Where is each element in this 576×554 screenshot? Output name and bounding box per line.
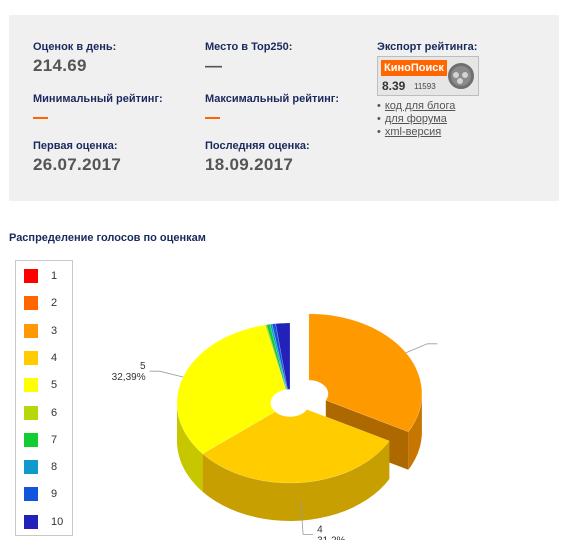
stat-max-rating-label: Максимальный рейтинг: — [205, 93, 340, 105]
pie-label-name-5: 5 — [140, 361, 146, 372]
pie-labels: 332,88%431,2%532,39% — [112, 343, 438, 540]
forum-code-link[interactable]: для форума — [384, 113, 447, 125]
legend-label-5: 5 — [51, 379, 58, 392]
xml-version-link[interactable]: xml-версия — [384, 126, 442, 138]
stat-top250-label: Место в Top250: — [205, 41, 293, 53]
legend-label-3: 3 — [51, 324, 58, 337]
legend-swatch-8 — [24, 460, 38, 475]
pie-slice-3 — [308, 313, 423, 433]
legend-swatch-5 — [24, 378, 38, 393]
kinopoisk-rating-value: 8.39 — [382, 79, 406, 93]
kinopoisk-rating-badge[interactable]: КиноПоиск 8.39 11593 — [377, 56, 479, 96]
pie-label-pct-4: 31,2% — [317, 535, 345, 540]
vote-distribution-title: Распределение голосов по оценкам — [9, 232, 206, 244]
export-link-item: • xml-версия — [377, 126, 442, 138]
stat-min-rating-label: Минимальный рейтинг: — [33, 93, 163, 105]
stat-min-rating: Минимальный рейтинг: — — [33, 93, 163, 119]
export-link-item: • для форума — [377, 113, 447, 125]
pie-wall-4 — [202, 441, 390, 521]
stat-last-vote: Последняя оценка: 18.09.2017 — [205, 140, 310, 175]
stat-top250: Место в Top250: — — [205, 41, 292, 76]
stat-votes-per-day-value: 214.69 — [33, 56, 87, 75]
rating-stats-panel: Оценок в день: 214.69 Место в Top250: — … — [9, 15, 559, 201]
stat-export-label: Экспорт рейтинга: — [377, 41, 478, 53]
legend-label-6: 6 — [51, 406, 58, 419]
pie-wall-3 — [408, 393, 422, 470]
legend-label-4: 4 — [51, 351, 58, 364]
pie-center-hole — [270, 389, 310, 417]
kinopoisk-logo: КиноПоиск — [381, 60, 447, 76]
export-link-item: • код для блога — [377, 100, 456, 112]
legend-swatch-4 — [24, 350, 38, 365]
film-reel-icon — [448, 63, 474, 89]
stat-max-rating-dash — [205, 117, 220, 119]
stat-first-vote: Первая оценка: 26.07.2017 — [33, 140, 121, 175]
legend-swatch-6 — [24, 405, 38, 420]
stat-first-vote-value: 26.07.2017 — [33, 155, 122, 174]
legend-label-10: 10 — [51, 515, 64, 528]
export-links-list: • код для блога • для форума • xml-версия — [377, 100, 455, 139]
legend-swatch-3 — [24, 323, 38, 338]
stat-max-rating: Максимальный рейтинг: — — [205, 93, 339, 119]
legend-swatch-2 — [24, 296, 38, 311]
legend-swatch-9 — [24, 487, 38, 502]
legend-label-2: 2 — [51, 297, 58, 310]
vote-distribution-pie-chart: 332,88%431,2%532,39% — [112, 313, 438, 540]
legend-label-9: 9 — [51, 488, 58, 501]
legend-swatch-1 — [24, 269, 38, 283]
pie-leader-line-4 — [300, 501, 314, 535]
stat-first-vote-label: Первая оценка: — [33, 140, 118, 152]
stat-top250-value: — — [205, 56, 223, 75]
legend-label-8: 8 — [51, 461, 58, 474]
stat-export: Экспорт рейтинга: — [377, 41, 477, 53]
pie-slice-6 — [264, 324, 287, 390]
legend-label-1: 1 — [51, 270, 58, 282]
legend-swatch-10 — [24, 514, 38, 529]
kinopoisk-votes-count: 11593 — [414, 82, 436, 91]
stat-votes-per-day-label: Оценок в день: — [33, 41, 117, 53]
pie-label-name-4: 4 — [317, 524, 323, 535]
stat-min-rating-dash — [33, 117, 48, 119]
pie-leader-line-3 — [405, 343, 438, 354]
blog-code-link[interactable]: код для блога — [384, 100, 456, 112]
legend-label-7: 7 — [51, 433, 58, 446]
pie-wall-5 — [177, 403, 203, 492]
stat-last-vote-value: 18.09.2017 — [205, 155, 294, 174]
chart-legend: 1 2 3 4 5 6 7 8 9 10 — [15, 260, 73, 536]
stat-last-vote-label: Последняя оценка: — [205, 140, 310, 152]
stat-votes-per-day: Оценок в день: 214.69 — [33, 41, 116, 76]
pie-leader-line-5 — [149, 370, 184, 378]
pie-tops — [176, 313, 423, 484]
legend-swatch-7 — [24, 432, 38, 447]
pie-label-pct-5: 32,39% — [112, 372, 146, 383]
